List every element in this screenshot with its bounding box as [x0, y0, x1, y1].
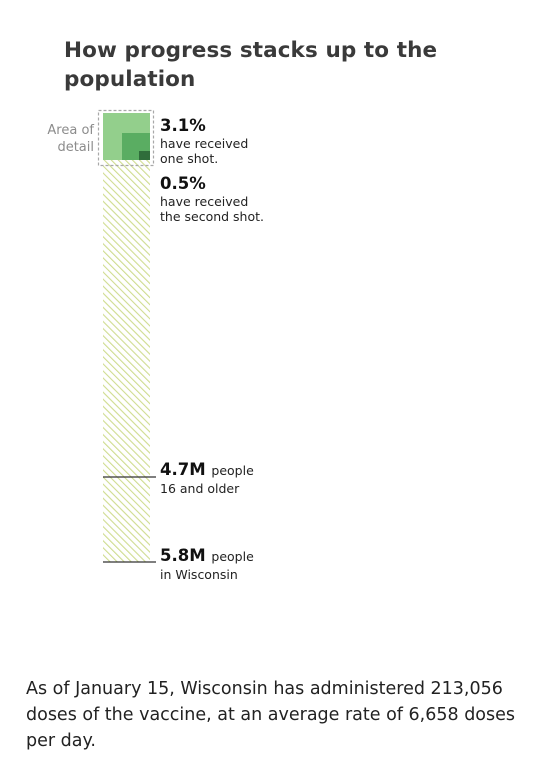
- second-shot-text-2: the second shot.: [160, 209, 264, 224]
- wisconsin-label: 5.8M people in Wisconsin: [160, 546, 254, 582]
- wisconsin-value: 5.8M: [160, 546, 206, 565]
- sixteen-older-people: people: [211, 463, 254, 478]
- detail-dark-square: [139, 151, 150, 160]
- second-shot-text-1: have received: [160, 194, 249, 209]
- one-shot-text-1: have received: [160, 136, 249, 151]
- footnote: As of January 15, Wisconsin has administ…: [26, 679, 516, 751]
- one-shot-text-2: one shot.: [160, 151, 219, 166]
- area-of-detail-label: Area of detail: [47, 123, 94, 155]
- one-shot-value: 3.1%: [160, 116, 206, 135]
- population-bar: [103, 113, 150, 562]
- second-shot-label: 0.5% have received the second shot.: [160, 174, 264, 224]
- area-of-detail-box: [97, 109, 155, 167]
- chart-title: How progress stacks up to the population: [64, 38, 438, 92]
- one-shot-label: 3.1% have received one shot.: [160, 116, 248, 166]
- second-shot-value: 0.5%: [160, 174, 206, 193]
- sixteen-older-text: 16 and older: [160, 481, 240, 496]
- wisconsin-text: in Wisconsin: [160, 567, 238, 582]
- wisconsin-people: people: [211, 549, 254, 564]
- sixteen-older-label: 4.7M people 16 and older: [160, 460, 254, 496]
- sixteen-older-value: 4.7M: [160, 460, 206, 479]
